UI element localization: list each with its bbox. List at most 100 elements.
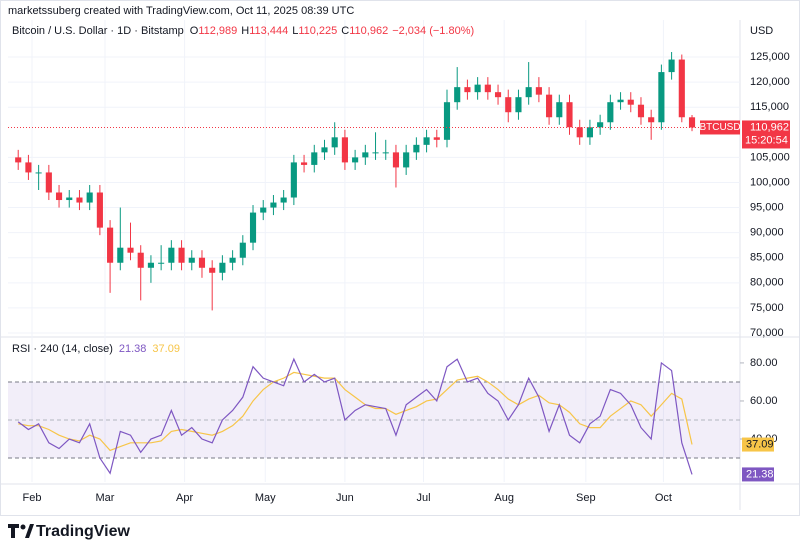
candle-body <box>525 87 532 98</box>
candle-body <box>66 197 73 201</box>
pane-title: RSI · 240 (14, close) <box>12 343 113 355</box>
currency: USD <box>750 25 773 37</box>
candle-body <box>362 152 369 158</box>
candle-body <box>137 252 144 268</box>
candle-body <box>260 207 267 213</box>
candle-body <box>494 92 502 98</box>
candle-body <box>45 172 52 193</box>
y-tick-label: 85,000 <box>750 252 784 264</box>
candle-body <box>25 162 32 173</box>
footer-logo: TradingView <box>8 523 131 540</box>
candle-body <box>474 84 481 93</box>
candle-body <box>117 247 124 263</box>
candle-body <box>147 262 154 268</box>
y-tick-label: 125,000 <box>750 51 790 63</box>
candle-body <box>546 94 553 118</box>
pane-legend: RSI · 240 (14, close) 21.38 37.09 <box>12 343 180 355</box>
candle-body <box>423 137 430 145</box>
x-tick-label: May <box>255 492 276 504</box>
ohlc-key: C <box>341 25 349 37</box>
ohlc-value: 113,444 <box>249 25 288 37</box>
y-tick-label: 60.00 <box>750 395 778 407</box>
candle-body <box>617 99 624 103</box>
candle-body <box>688 117 696 128</box>
ohlc-key: H <box>241 25 249 37</box>
footer-brand: TradingView <box>36 523 131 540</box>
candle-body <box>515 97 522 113</box>
candle-body <box>648 117 655 123</box>
candle-body <box>229 257 236 263</box>
candle-body <box>637 104 645 118</box>
candle-body <box>556 102 563 118</box>
candle-body <box>249 212 257 243</box>
candle-body <box>597 122 604 128</box>
candle-body <box>372 152 379 154</box>
price-tag-label: 110,962 <box>750 121 789 133</box>
candle-body <box>352 157 359 163</box>
candle-body <box>127 247 134 253</box>
candle-body <box>270 202 277 208</box>
candle-body <box>168 247 175 263</box>
ohlc-key: L <box>292 25 298 37</box>
y-tick-label: 80,000 <box>750 277 784 289</box>
legend-value: 37.09 <box>152 343 180 355</box>
candle-body <box>382 152 389 154</box>
candle-body <box>15 157 22 163</box>
candle-body <box>484 84 491 93</box>
ohlc-value: 110,225 <box>298 25 337 37</box>
credit: marketssuberg created with TradingView.c… <box>8 5 354 17</box>
value-tag <box>742 467 774 482</box>
y-tick-label: 100,000 <box>750 176 790 188</box>
series-legend: Bitcoin / U.S. Dollar · 1D · Bitstamp O11… <box>12 25 474 37</box>
y-tick-label: 90,000 <box>750 227 784 239</box>
value-tag-label: 37.09 <box>746 438 774 450</box>
y-tick-label: 120,000 <box>750 76 790 88</box>
candle-body <box>96 192 103 228</box>
candle-body <box>178 247 185 263</box>
y-tick-label: 70,000 <box>750 327 784 339</box>
candle-body <box>280 197 287 203</box>
x-tick-label: Feb <box>23 492 42 504</box>
value-tag-label: 21.38 <box>746 468 774 480</box>
candle-body <box>668 59 675 73</box>
value-tag <box>742 437 774 452</box>
candle-body <box>35 172 42 174</box>
candle-body <box>198 257 206 268</box>
change-value: −2,034 (−1.80%) <box>392 25 474 37</box>
candle-body <box>443 102 451 140</box>
candle-body <box>658 72 665 123</box>
series-line <box>18 371 693 452</box>
candle-body <box>392 152 400 168</box>
candle-body <box>505 97 512 113</box>
candle-body <box>454 87 461 103</box>
candle-body <box>403 152 410 168</box>
candle-body <box>413 144 420 153</box>
x-tick-label: Oct <box>655 492 672 504</box>
candle-body <box>86 192 93 203</box>
y-tick-label: 75,000 <box>750 302 784 314</box>
candle-body <box>535 87 542 95</box>
candle-body <box>239 242 246 258</box>
candle-body <box>464 87 471 93</box>
candle-body <box>209 267 216 273</box>
candle-body <box>219 262 226 273</box>
symbol-label: BTCUSD <box>699 122 740 133</box>
candle-body <box>76 197 83 203</box>
candle-body <box>311 152 318 165</box>
y-tick-label: 80.00 <box>750 357 778 369</box>
symbol-tag <box>700 120 740 135</box>
candle-body <box>290 162 297 198</box>
ohlc-value: 112,989 <box>198 25 237 37</box>
y-tick-label: 105,000 <box>750 151 790 163</box>
x-tick-label: Apr <box>176 492 193 504</box>
ohlc-value: 110,962 <box>349 25 388 37</box>
candle-body <box>301 162 308 165</box>
candle-body <box>433 137 440 140</box>
series-line <box>17 357 693 475</box>
x-tick-label: Aug <box>494 492 514 504</box>
ohlc-key: O <box>190 25 199 37</box>
x-tick-label: Jun <box>336 492 354 504</box>
x-tick-label: Jul <box>416 492 430 504</box>
candle-body <box>55 192 63 201</box>
